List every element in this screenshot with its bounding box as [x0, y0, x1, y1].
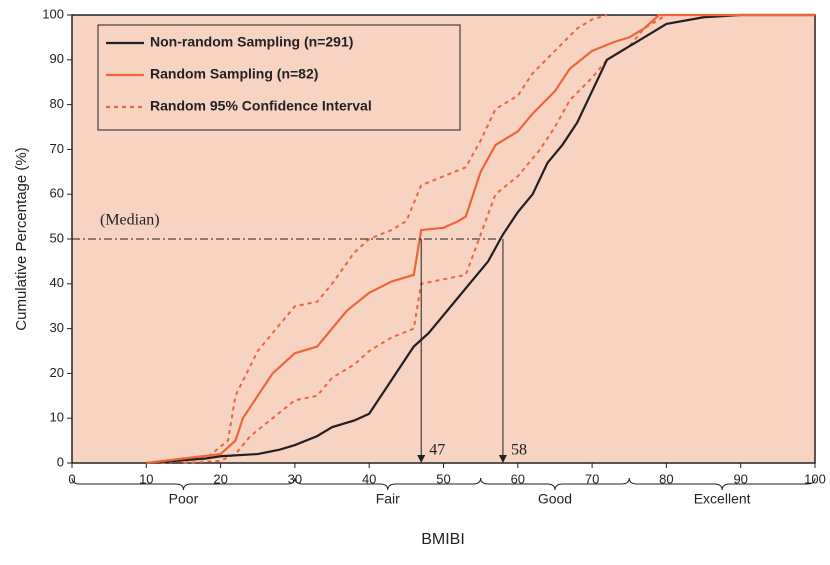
y-tick-label: 0 [57, 454, 64, 469]
y-tick-label: 80 [50, 96, 64, 111]
marker-label: 47 [429, 442, 445, 459]
legend-label: Non-random Sampling (n=291) [150, 34, 353, 50]
ci-lower-line [183, 14, 667, 464]
median-label: (Median) [100, 212, 160, 229]
x-tick-label: 60 [511, 471, 525, 486]
marker-label: 58 [511, 442, 527, 459]
y-tick-label: 100 [42, 6, 64, 21]
range-label: Good [538, 491, 572, 507]
x-tick-label: 80 [659, 471, 673, 486]
x-tick-label: 70 [585, 471, 599, 486]
legend-label: Random Sampling (n=82) [150, 66, 318, 82]
x-axis-label: BMIBI [421, 531, 465, 548]
range-brace [71, 477, 296, 491]
y-tick-label: 40 [50, 275, 64, 290]
marker-arrow [498, 455, 507, 463]
x-tick-label: 50 [436, 471, 450, 486]
ci-upper-line [161, 14, 608, 464]
y-tick-label: 20 [50, 365, 64, 380]
range-brace [628, 477, 816, 491]
y-tick-label: 30 [50, 320, 64, 335]
range-brace [480, 477, 630, 491]
x-tick-label: 90 [733, 471, 747, 486]
range-brace [294, 477, 482, 491]
y-tick-label: 60 [50, 186, 64, 201]
range-label: Excellent [694, 491, 751, 507]
y-tick-label: 50 [50, 230, 64, 245]
series-line [146, 13, 815, 465]
y-tick-label: 70 [50, 141, 64, 156]
y-tick-label: 90 [50, 51, 64, 66]
y-tick-label: 10 [50, 410, 64, 425]
range-label: Poor [169, 491, 199, 507]
range-label: Fair [376, 491, 400, 507]
x-tick-label: 20 [213, 471, 227, 486]
x-tick-label: 10 [139, 471, 153, 486]
x-tick-label: 40 [362, 471, 376, 486]
legend-box [97, 24, 461, 131]
marker-arrow [417, 455, 426, 463]
series-line [146, 13, 815, 465]
y-axis-label: Cumulative Percentage (%) [13, 147, 30, 330]
legend-label: Random 95% Confidence Interval [150, 98, 372, 114]
